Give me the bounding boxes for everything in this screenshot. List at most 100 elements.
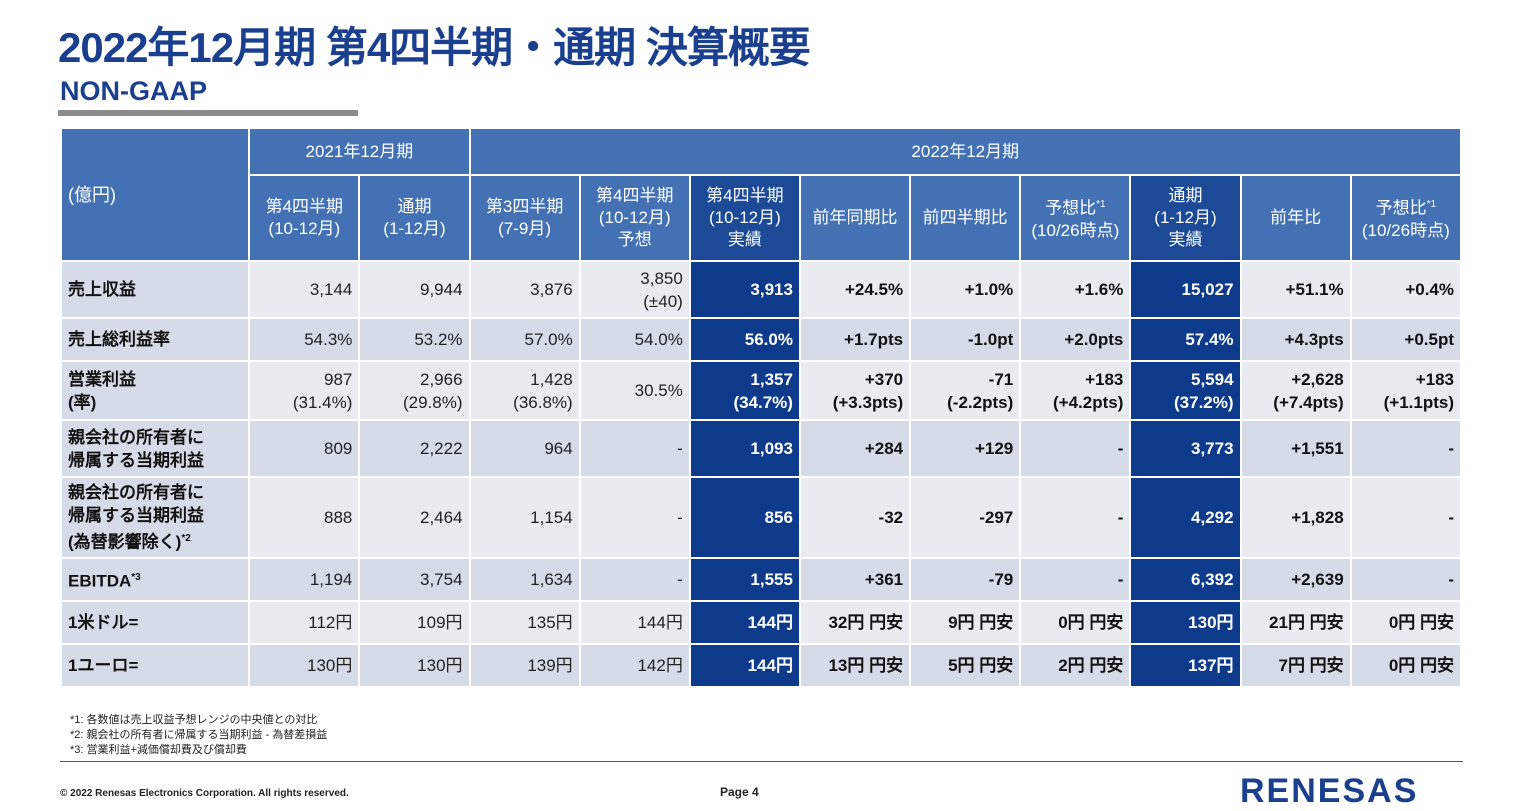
value-cell: 964 [470, 421, 579, 476]
table-row: 1米ドル= 112円 109円 135円 144円 144円 32円 円安 9円 円安 0円 円… [62, 602, 1460, 643]
row-label-line: (率) [68, 392, 97, 412]
column-header-line: 第4四半期 [596, 186, 674, 205]
column-header-line: 実績 [727, 230, 762, 249]
footer-divider [60, 761, 1463, 762]
value-cell: 135円 [470, 602, 579, 643]
value-cell: 1,555 [690, 559, 799, 600]
value-cell: 3,876 [470, 262, 579, 317]
row-label-line: 売上総利益率 [68, 330, 170, 349]
value-cell: - [1351, 421, 1460, 476]
value-cell: 112円 [250, 602, 359, 643]
value-cell: +24.5% [800, 262, 910, 317]
column-header: 通期 (1-12月) 実績 [1131, 176, 1240, 260]
value-cell: 57.4% [1131, 319, 1240, 360]
column-header: 第4四半期 (10-12月) 予想 [580, 176, 689, 260]
group-header-2021: 2021年12月期 [250, 129, 469, 174]
value-cell: +1,551 [1241, 421, 1350, 476]
table-row: 親会社の所有者に 帰属する当期利益 809 2,222 964-1,093 +284 +12… [62, 421, 1460, 476]
value-cell: 144円 [690, 645, 799, 686]
row-label-line: 帰属する当期利益 [68, 450, 204, 470]
value-cell: 987 (31.4%) [250, 362, 359, 419]
row-label: 1ユーロ= [62, 645, 249, 686]
value-cell: 56.0% [690, 319, 799, 360]
column-header-line: (10-12月) [268, 219, 341, 238]
column-header-line: 前年比 [1270, 208, 1322, 227]
value-cell: - [1021, 559, 1130, 600]
value-cell: 4,292 [1131, 478, 1240, 557]
value-cell: 130円 [1131, 602, 1240, 643]
renesas-logo: RENESAS [1240, 772, 1419, 810]
value-cell: +2,639 [1241, 559, 1350, 600]
value-cell: 7円 円安 [1241, 645, 1350, 686]
row-label-line: 1ユーロ= [68, 656, 139, 675]
value-cell: +4.3pts [1241, 319, 1350, 360]
column-header-line: (10/26時点) [1361, 220, 1450, 240]
footnote-marker: *1 [1426, 199, 1437, 211]
column-header-line: (1-12月) [383, 219, 446, 238]
value-cell: 137円 [1131, 645, 1240, 686]
row-label-line: 親会社の所有者に [68, 483, 204, 503]
value-cell: 888 [250, 478, 359, 557]
page-number: Page 4 [720, 785, 759, 799]
footnotes: *1: 各数値は売上収益予想レンジの中央値との対比 *2: 親会社の所有者に帰属… [70, 713, 327, 758]
table-row: 売上収益 3,144 9,944 3,876 3,850 (±40) 3,913 +24.5%… [62, 262, 1460, 317]
column-header-line: 通期 [1168, 186, 1203, 205]
value-cell: 130円 [360, 645, 469, 686]
row-label-line: 親会社の所有者に [68, 427, 204, 447]
value-cell: 30.5% [580, 362, 689, 419]
column-header-line: 前四半期比 [922, 208, 1008, 227]
value-cell: 3,913 [690, 262, 799, 317]
value-cell: 809 [250, 421, 359, 476]
column-header-line: 第4四半期 [706, 186, 784, 205]
financial-summary-table: (億円) 2021年12月期 2022年12月期 第4四半期 (10-12月) 通期… [60, 127, 1462, 688]
value-cell: - [1021, 421, 1130, 476]
value-cell: 57.0% [470, 319, 579, 360]
value-cell: - [580, 421, 689, 476]
value-cell: -32 [800, 478, 910, 557]
value-cell: +1,828 [1241, 478, 1350, 557]
page-subtitle: NON-GAAP [60, 76, 207, 106]
row-label-line: 帰属する当期利益 [68, 506, 204, 526]
row-label-line: EBITDA*3 [68, 571, 141, 591]
value-cell: - [1021, 478, 1130, 557]
row-label: 親会社の所有者に 帰属する当期利益 (為替影響除く)*2 [62, 478, 249, 557]
value-cell: 5円 円安 [911, 645, 1020, 686]
column-header: 予想比*1 (10/26時点) [1021, 176, 1130, 260]
value-cell: 9円 円安 [911, 602, 1020, 643]
value-cell: 2円 円安 [1021, 645, 1130, 686]
value-cell: - [580, 478, 689, 557]
value-cell: +51.1% [1241, 262, 1350, 317]
unit-label: (億円) [62, 129, 249, 260]
row-label: 売上総利益率 [62, 319, 249, 360]
page-title: 2022年12月期 第4四半期・通期 決算概要 [58, 24, 811, 71]
value-cell: 3,850 (±40) [580, 262, 689, 317]
column-header-line: 予想比*1 [1375, 198, 1437, 218]
column-header-line: (10-12月) [708, 208, 781, 227]
value-cell: 1,194 [250, 559, 359, 600]
column-header-line: 第4四半期 [265, 197, 344, 216]
footnote: *3: 営業利益+減価償却費及び償却費 [70, 744, 247, 756]
column-header: 第3四半期 (7-9月) [470, 176, 579, 260]
value-cell: 130円 [250, 645, 359, 686]
value-cell: +1.0% [911, 262, 1020, 317]
value-cell: 142円 [580, 645, 689, 686]
table-row: 親会社の所有者に 帰属する当期利益 (為替影響除く)*2 888 2,464 1,154-… [62, 478, 1460, 557]
value-cell: +129 [911, 421, 1020, 476]
value-cell: 3,773 [1131, 421, 1240, 476]
row-label: EBITDA*3 [62, 559, 249, 600]
value-cell: 13円 円安 [800, 645, 910, 686]
value-cell: 32円 円安 [800, 602, 910, 643]
row-label-line: (為替影響除く)*2 [68, 532, 191, 552]
value-cell: 1,154 [470, 478, 579, 557]
value-cell: +2,628 (+7.4pts) [1241, 362, 1350, 419]
value-cell: 144円 [580, 602, 689, 643]
value-cell: 21円 円安 [1241, 602, 1350, 643]
footnote-marker: *1 [1096, 199, 1106, 211]
value-cell: 2,222 [360, 421, 469, 476]
value-cell: 6,392 [1131, 559, 1240, 600]
column-header: 第4四半期 (10-12月) 実績 [690, 176, 799, 260]
value-cell: +370 (+3.3pts) [800, 362, 910, 419]
value-cell: +183 (+4.2pts) [1021, 362, 1130, 419]
value-cell: 1,357 (34.7%) [690, 362, 799, 419]
table-row: 売上総利益率 54.3% 53.2% 57.0% 54.0% 56.0% +1.7pts -1… [62, 319, 1460, 360]
